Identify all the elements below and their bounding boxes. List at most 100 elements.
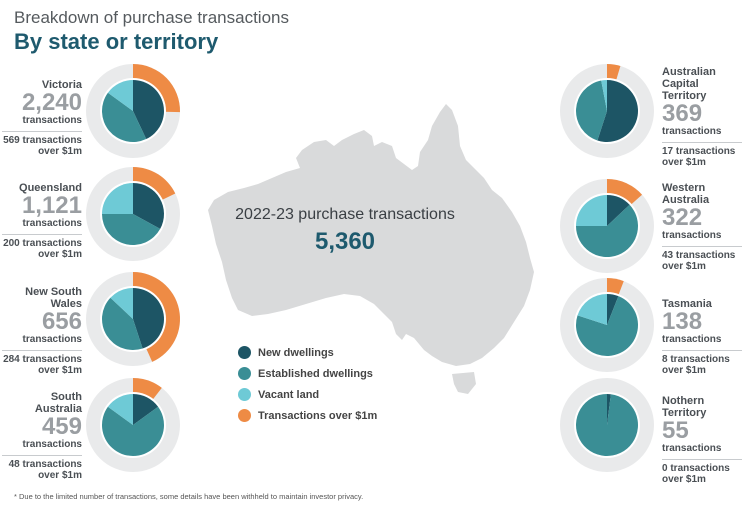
over-1m-count: 569 (3, 135, 20, 146)
state-queensland: Queensland 1,121 transactions 200 transa… (2, 182, 82, 260)
vacant-land-slice-south-australia (107, 394, 133, 425)
legend-item-vacant-land: Vacant land (238, 384, 377, 405)
state-name: Nothern Territory (662, 395, 707, 419)
over-1m-line1: 17 transactions (662, 146, 742, 157)
new-dwellings-slice-victoria (133, 80, 164, 140)
state-count: 2,240 (21, 89, 82, 116)
legend-label: Established dwellings (258, 367, 373, 380)
over-1m-word: transactions (22, 135, 82, 146)
established-dwellings-slice-new-south-wales (102, 297, 143, 350)
new-dwellings-slice-new-south-wales (133, 288, 164, 349)
over-1m-line1: 8 transactions (662, 354, 742, 365)
state-count: 459 (41, 413, 82, 440)
state-victoria: Victoria 2,240 transactions 569 transact… (2, 79, 82, 157)
state-name: Western Australia (662, 182, 710, 206)
over-1m-line1: 200 transactions (2, 238, 82, 249)
state-count: 1,121 (21, 192, 82, 219)
divider (662, 246, 742, 247)
total-value: 5,360 (314, 228, 376, 255)
established-dwellings-slice-victoria (101, 92, 147, 142)
over-1m-count: 43 (662, 250, 674, 261)
established-dwellings-slice-queensland (102, 214, 161, 245)
legend-item-over-1m: Transactions over $1m (238, 405, 377, 426)
legend-swatch (238, 346, 251, 359)
state-western-australia: Western Australia 322 transactions 43 tr… (662, 182, 742, 272)
legend-swatch (238, 409, 251, 422)
legend-swatch (238, 388, 251, 401)
divider (662, 142, 742, 143)
state-unit: transactions (662, 443, 722, 454)
vacant-land-slice-tasmania (577, 294, 607, 325)
over-1m-line1: 569 transactions (2, 135, 82, 146)
over-1m-word: transactions (675, 250, 736, 261)
divider (2, 350, 82, 351)
state-name: South Australia (34, 391, 82, 415)
mainland-shape (208, 104, 534, 366)
total-label: 2022-23 purchase transactions (235, 206, 455, 223)
over-1m-line1: 0 transactions (662, 463, 742, 474)
over-1m-word: transactions (22, 354, 82, 365)
over-1m-count: 17 (662, 146, 674, 157)
divider (2, 455, 82, 456)
divider (662, 459, 742, 460)
state-count: 656 (41, 308, 82, 335)
state-count: 55 (662, 417, 689, 444)
vacant-land-slice-australian-capital-territory (601, 80, 607, 111)
chart-title: By state or territory (14, 29, 219, 54)
established-dwellings-slice-tasmania (576, 296, 638, 356)
legend-item-established-dwellings: Established dwellings (238, 363, 377, 384)
state-name: Victoria (41, 79, 82, 91)
established-dwellings-slice-australian-capital-territory (576, 80, 607, 141)
over-1m-line2: over $1m (38, 146, 82, 157)
established-dwellings-slice-nothern-territory (575, 394, 638, 456)
divider (2, 234, 82, 235)
over-1m-line1: 284 transactions (2, 354, 82, 365)
state-unit: transactions (22, 439, 82, 450)
state-northern-territory: Nothern Territory 55 transactions 0 tran… (662, 395, 742, 485)
over-1m-word: transactions (670, 463, 730, 474)
state-count: 138 (662, 308, 703, 335)
over-1m-line2: over $1m (662, 474, 706, 485)
state-count: 322 (662, 204, 703, 231)
over-1m-line2: over $1m (662, 365, 706, 376)
new-dwellings-slice-nothern-territory (607, 394, 611, 425)
vacant-land-slice-western-australia (576, 195, 607, 226)
vacant-land-slice-queensland (102, 183, 133, 214)
state-south-australia: South Australia 459 transactions 48 tran… (2, 391, 82, 481)
state-act: Australian Capital Territory 369 transac… (662, 66, 742, 168)
legend-swatch (238, 367, 251, 380)
over-1m-line2: over $1m (662, 157, 706, 168)
state-unit: transactions (22, 218, 82, 229)
over-1m-word: transactions (22, 238, 82, 249)
vacant-land-slice-new-south-wales (110, 288, 133, 319)
state-name: Queensland (19, 182, 82, 194)
state-name: New South Wales (25, 286, 82, 310)
new-dwellings-slice-western-australia (607, 195, 630, 226)
new-dwellings-slice-tasmania (607, 294, 619, 325)
new-dwellings-slice-queensland (133, 183, 164, 229)
over-1m-word: transactions (675, 146, 736, 157)
over-1m-line2: over $1m (38, 249, 82, 260)
over-1m-word: transactions (22, 459, 82, 470)
over-1m-count: 284 (3, 354, 20, 365)
new-dwellings-slice-south-australia (133, 394, 159, 425)
legend-label: Vacant land (258, 388, 320, 401)
state-unit: transactions (662, 334, 722, 345)
state-unit: transactions (662, 230, 722, 241)
state-unit: transactions (22, 115, 82, 126)
state-unit: transactions (22, 334, 82, 345)
new-dwellings-slice-australian-capital-territory (597, 80, 638, 142)
state-name: Tasmania (662, 298, 712, 310)
legend-label: Transactions over $1m (258, 409, 378, 422)
divider (2, 131, 82, 132)
established-dwellings-slice-western-australia (576, 204, 638, 258)
state-name-line1: Australian Capital (662, 66, 716, 90)
over-1m-line2: over $1m (38, 470, 82, 481)
over-1m-line1: 43 transactions (662, 250, 742, 261)
state-new-south-wales: New South Wales 656 transactions 284 tra… (2, 286, 82, 376)
established-dwellings-slice-south-australia (101, 406, 164, 456)
state-name-line2: Territory (662, 90, 707, 102)
divider (662, 350, 742, 351)
over-1m-line2: over $1m (662, 261, 706, 272)
